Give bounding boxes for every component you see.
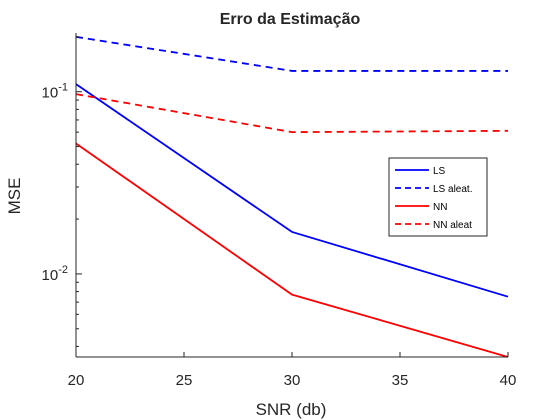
- legend: LS LS aleat. NN NN aleat: [388, 157, 488, 237]
- legend-label: NN aleat: [433, 220, 472, 231]
- x-tick-label: 20: [68, 372, 85, 389]
- legend-label: NN: [433, 202, 447, 213]
- x-tick-label: 25: [176, 372, 193, 389]
- legend-label: LS: [433, 166, 446, 177]
- chart-title: Erro da Estimação: [220, 11, 361, 28]
- y-axis-label: MSE: [5, 178, 24, 215]
- x-tick-label: 30: [284, 372, 301, 389]
- series-line-nn: [75, 142, 509, 358]
- ticks: 20 25 30 35 40 10-1 10-2: [42, 36, 517, 389]
- x-tick-label: 35: [392, 372, 409, 389]
- series-line-ls: [75, 83, 509, 298]
- x-axis-label: SNR (db): [256, 400, 327, 419]
- plot-area: 20 25 30 35 40 10-1 10-2: [42, 33, 517, 389]
- legend-box: [388, 157, 488, 237]
- x-tick-label: 40: [500, 372, 517, 389]
- series-lines: [75, 35, 509, 358]
- y-tick-label: 10-2: [42, 264, 68, 284]
- series-line-nn-aleat: [75, 93, 509, 134]
- y-tick-label: 10-1: [42, 82, 68, 102]
- series-line-ls-aleat: [75, 35, 508, 72]
- legend-label: LS aleat.: [433, 184, 472, 195]
